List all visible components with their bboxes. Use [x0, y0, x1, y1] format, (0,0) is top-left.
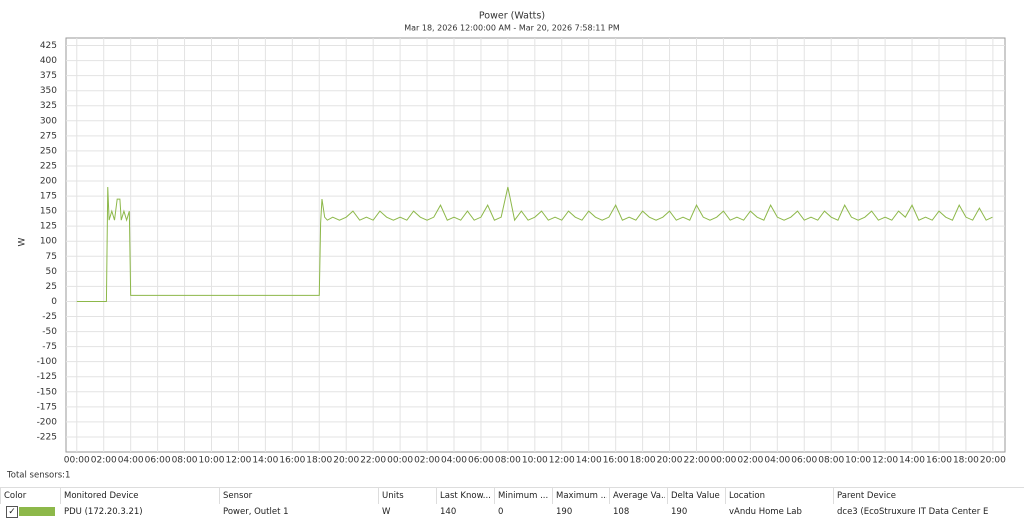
x-tick-label: 22:00 [360, 456, 386, 466]
x-tick-label: 08:00 [818, 456, 844, 466]
y-tick-label: 225 [40, 161, 57, 171]
y-tick-label: 250 [40, 146, 57, 156]
y-tick-label: 100 [40, 237, 57, 247]
column-header[interactable]: Location [725, 488, 831, 504]
column-header[interactable]: Color [0, 488, 58, 504]
x-tick-label: 04:00 [764, 456, 790, 466]
x-tick-label: 12:00 [872, 456, 898, 466]
x-tick-label: 14:00 [576, 456, 602, 466]
table-cell: 190 [671, 507, 688, 517]
table-cell: PDU (172.20.3.21) [64, 507, 143, 517]
column-header[interactable]: Maximum ... [552, 488, 607, 504]
y-axis-label: W [18, 237, 28, 246]
y-tick-label: 75 [46, 252, 57, 262]
x-tick-label: 06:00 [145, 456, 171, 466]
column-header[interactable]: Average Va... [609, 488, 665, 504]
x-tick-label: 16:00 [603, 456, 629, 466]
y-tick-label: 300 [40, 116, 57, 126]
column-header[interactable]: Monitored Device [60, 488, 217, 504]
footer: Total sensors:1 [6, 471, 70, 481]
column-header[interactable]: Parent Device [833, 488, 992, 504]
x-tick-label: 00:00 [64, 456, 90, 466]
column-header[interactable]: Minimum ... [494, 488, 550, 504]
y-tick-label: 125 [40, 222, 57, 232]
x-tick-label: 14:00 [252, 456, 278, 466]
table-cell: 108 [613, 507, 630, 517]
column-header[interactable]: Units [378, 488, 434, 504]
y-tick-label: -100 [37, 357, 58, 367]
color-swatch [19, 507, 55, 516]
x-tick-label: 14:00 [899, 456, 925, 466]
column-header[interactable]: Sensor [219, 488, 376, 504]
y-tick-label: 400 [40, 56, 57, 66]
column-header[interactable]: Delta Value [667, 488, 723, 504]
y-tick-label: 425 [40, 41, 57, 51]
y-tick-label: 200 [40, 177, 57, 187]
chart-subtitle: Mar 18, 2026 12:00:00 AM - Mar 20, 2026 … [404, 24, 620, 33]
x-tick-label: 02:00 [91, 456, 117, 466]
table-row[interactable]: ✓ PDU (172.20.3.21) Power, Outlet 1 W 140 0 1… [0, 504, 1024, 520]
x-tick-label: 04:00 [118, 456, 144, 466]
x-tick-label: 06:00 [791, 456, 817, 466]
x-tick-label: 02:00 [737, 456, 763, 466]
x-tick-label: 08:00 [172, 456, 198, 466]
x-tick-label: 20:00 [657, 456, 683, 466]
x-tick-label: 20:00 [980, 456, 1006, 466]
x-tick-label: 18:00 [953, 456, 979, 466]
table-cell: dce3 (EcoStruxure IT Data Center Exp... [837, 507, 988, 517]
table-cell: 190 [556, 507, 573, 517]
y-tick-label: -75 [42, 342, 57, 352]
table-header: Color Monitored Device Sensor Units Last Kno… [0, 487, 1024, 504]
table-cell: vAndu Home Lab [729, 507, 802, 517]
x-tick-label: 16:00 [279, 456, 305, 466]
x-tick-label: 06:00 [468, 456, 494, 466]
table-cell: 140 [440, 507, 457, 517]
y-tick-label: 275 [40, 131, 57, 141]
y-tick-label: 375 [40, 71, 57, 81]
x-tick-label: 00:00 [387, 456, 413, 466]
x-tick-label: 12:00 [225, 456, 251, 466]
x-tick-label: 10:00 [845, 456, 871, 466]
x-tick-label: 00:00 [710, 456, 736, 466]
y-tick-label: -225 [37, 432, 57, 442]
x-tick-label: 10:00 [522, 456, 548, 466]
y-tick-label: -200 [37, 417, 58, 427]
x-tick-label: 04:00 [441, 456, 467, 466]
y-tick-label: -125 [37, 372, 57, 382]
x-tick-label: 18:00 [306, 456, 332, 466]
y-tick-label: 150 [40, 207, 57, 217]
x-tick-label: 10:00 [199, 456, 225, 466]
y-tick-label: 350 [40, 86, 57, 96]
x-tick-label: 12:00 [549, 456, 575, 466]
table-cell: 0 [498, 507, 504, 517]
table-cell: Power, Outlet 1 [223, 507, 289, 517]
x-tick-label: 20:00 [333, 456, 359, 466]
plot-area [65, 37, 1006, 453]
x-tick-label: 22:00 [684, 456, 710, 466]
chart-title: Power (Watts) [479, 11, 545, 22]
y-tick-label: -150 [37, 387, 58, 397]
x-tick-label: 02:00 [414, 456, 440, 466]
y-tick-label: 50 [46, 267, 58, 277]
column-header[interactable]: Last Know... [436, 488, 492, 504]
x-tick-label: 08:00 [495, 456, 521, 466]
y-tick-label: 25 [46, 282, 57, 292]
chart: Power (Watts) Mar 18, 2026 12:00:00 AM -… [6, 11, 1006, 481]
y-tick-label: -50 [42, 327, 57, 337]
x-tick-label: 16:00 [926, 456, 952, 466]
y-tick-label: 325 [40, 101, 57, 111]
y-tick-label: 175 [40, 192, 57, 202]
data-line [76, 186, 993, 302]
x-tick-label: 18:00 [630, 456, 656, 466]
table-cell: W [382, 507, 391, 517]
y-tick-label: -175 [37, 402, 57, 412]
y-tick-label: 0 [51, 297, 57, 307]
y-tick-label: -25 [42, 312, 57, 322]
checkbox[interactable]: ✓ [6, 506, 18, 518]
